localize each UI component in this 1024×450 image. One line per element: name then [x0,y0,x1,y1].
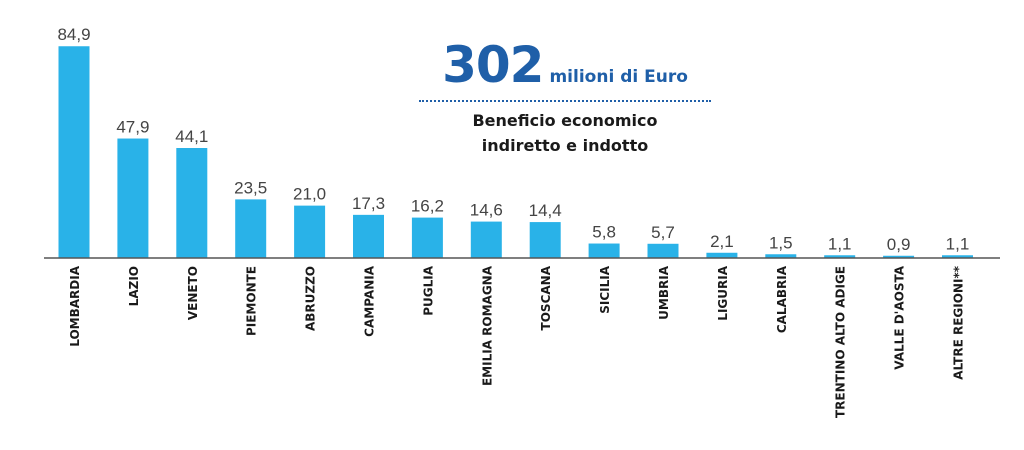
bar-4 [235,199,267,258]
category-label: LAZIO [127,266,141,306]
callout-divider [419,100,711,102]
category-label: CALABRIA [775,265,789,333]
category-label: TRENTINO ALTO ADIGE [834,266,848,418]
value-label: 14,6 [470,201,503,220]
value-label: 84,9 [57,25,90,44]
value-label: 5,8 [592,223,616,242]
bar-12 [706,252,738,258]
bar-15 [883,255,915,258]
callout-description-line-2: indiretto e indotto [481,136,649,155]
bar-1 [58,46,90,258]
bar-8 [470,221,502,258]
category-label: LOMBARDIA [68,265,82,346]
bar-3 [176,148,208,258]
value-label: 2,1 [710,232,734,251]
value-label: 16,2 [411,197,444,216]
bar-11 [647,243,679,258]
value-label: 21,0 [293,185,326,204]
value-label: 23,5 [234,178,267,197]
value-label: 14,4 [529,201,562,220]
category-label: VENETO [186,266,200,320]
value-label: 0,9 [887,235,911,254]
bar-10 [588,243,620,258]
value-label: 17,3 [352,194,385,213]
callout-amount: 302 [442,36,544,94]
callout-unit: milioni di Euro [549,67,688,87]
bar-2 [117,138,149,258]
value-label: 1,5 [769,233,793,252]
category-label: VALLE D'AOSTA [893,265,907,369]
category-label: ALTRE REGIONI** [952,265,966,379]
bar-9 [529,222,561,258]
callout-description-line-1: Beneficio economico [472,111,658,130]
category-label: PIEMONTE [245,266,259,336]
value-label: 47,9 [116,118,149,137]
bar-14 [824,255,856,258]
category-label: ABRUZZO [304,266,318,331]
category-label: LIGURIA [716,265,730,320]
bar-13 [765,254,797,258]
category-label: PUGLIA [421,265,435,316]
category-label: TOSCANA [539,265,553,330]
category-label: EMILIA ROMAGNA [480,265,494,386]
category-label: UMBRIA [657,265,671,320]
value-label: 1,1 [946,234,970,253]
callout-head: 302 milioni di Euro [410,36,720,94]
bar-7 [411,217,443,258]
value-label: 5,7 [651,223,675,242]
category-label: CAMPANIA [363,265,377,337]
value-label: 1,1 [828,234,852,253]
bar-16 [942,255,973,258]
value-label: 44,1 [175,127,208,146]
category-label: SICILIA [598,265,612,313]
bar-6 [353,214,384,258]
bar-5 [294,205,326,258]
callout-box: 302 milioni di Euro Beneficio economico i… [410,36,720,158]
